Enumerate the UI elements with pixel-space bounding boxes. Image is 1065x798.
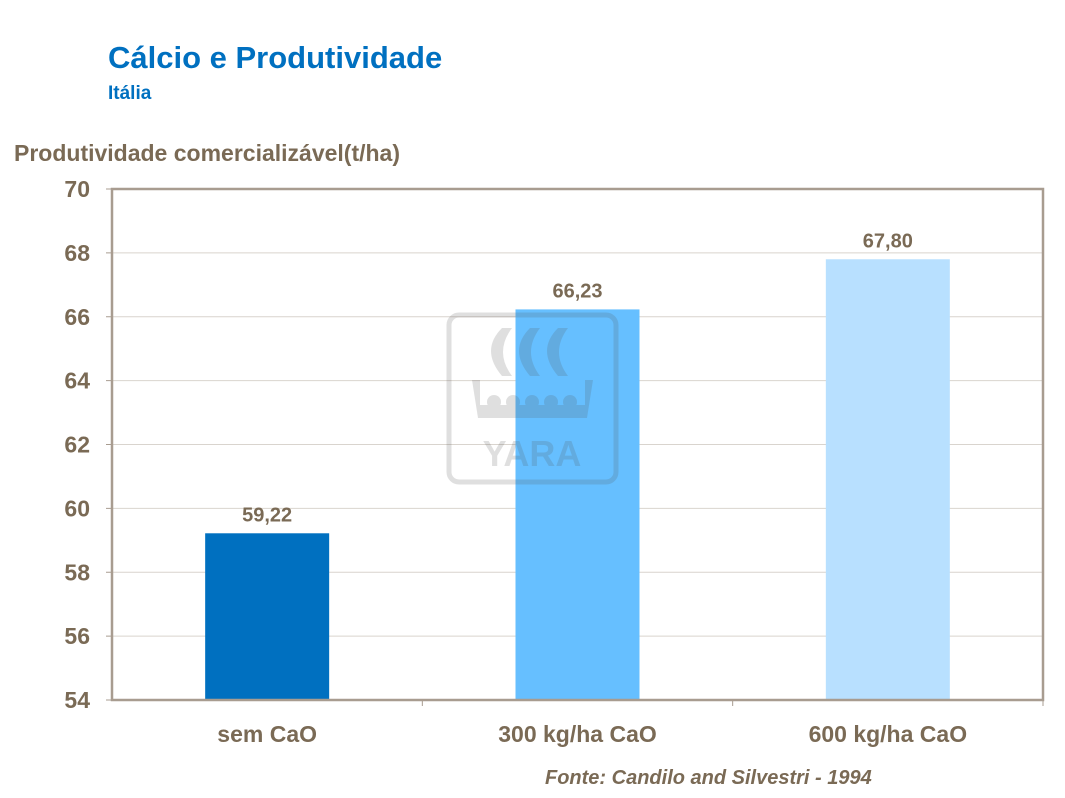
page-title: Cálcio e Produtividade [108,40,443,75]
y-tick-label: 56 [64,623,90,649]
y-tick-label: 68 [64,240,90,266]
data-label: 67,80 [863,230,913,252]
logo-sail [519,328,540,376]
logo-sail [547,328,568,376]
y-tick-label: 62 [64,432,90,458]
x-tick-label: 300 kg/ha CaO [498,721,657,747]
y-tick-label: 64 [64,368,90,394]
bar [825,259,950,700]
bar [205,533,330,700]
logo-sail [491,328,512,376]
data-label: 59,22 [242,504,292,526]
logo-shield [544,395,558,409]
logo-frame [446,312,619,485]
x-tick-label: 600 kg/ha CaO [809,721,968,747]
logo-shield [487,395,501,409]
y-axis-label: Produtividade comercializável(t/ha) [14,140,401,166]
plot-border [110,187,1045,702]
x-tick-label: sem CaO [217,721,317,747]
y-tick-label: 66 [64,304,90,330]
logo-shield [563,395,577,409]
logo-text: YARA [483,433,582,474]
logo-ship [472,380,593,418]
y-tick-label: 60 [64,495,90,521]
source-note: Fonte: Candilo and Silvestri - 1994 [545,767,872,789]
logo-shield [525,395,539,409]
y-tick-label: 58 [64,559,90,585]
data-label: 66,23 [552,280,602,302]
page-subtitle: Itália [108,83,152,104]
logo-shield [506,395,520,409]
y-tick-label: 70 [64,176,90,202]
y-tick-label: 54 [64,687,90,713]
yara-logo-watermark: YARA [446,312,619,485]
bar [515,309,640,700]
